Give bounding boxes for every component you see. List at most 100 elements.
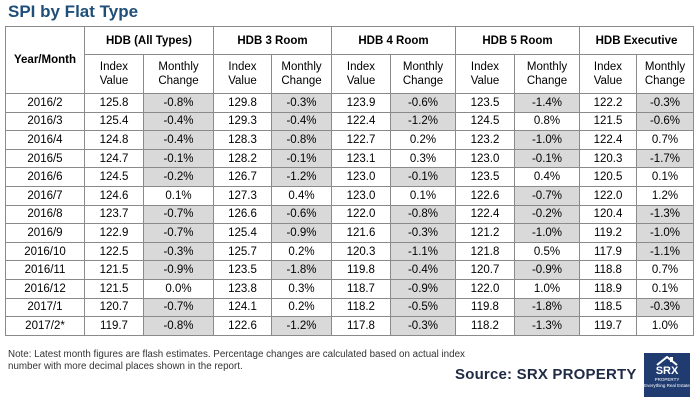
monthly-change-cell: 0.0% [143,278,214,299]
monthly-change-cell: -0.1% [514,148,580,169]
monthly-change-cell: -1.1% [390,241,456,262]
index-value-cell: 123.0 [331,167,391,187]
month-cell: 2016/10 [5,241,85,262]
index-value-cell: 122.2 [579,93,637,113]
monthly-change-cell: -0.3% [636,297,694,318]
monthly-change-cell: -1.2% [271,167,332,187]
index-value-cell: 123.8 [213,278,272,299]
index-value-cell: 123.5 [213,260,272,280]
month-cell: 2016/3 [5,111,85,132]
page-title: SPI by Flat Type [8,2,139,21]
group-header-4room: HDB 4 Room [331,26,456,55]
monthly-change-cell: -0.3% [390,316,456,336]
index-value-cell: 122.0 [579,185,637,206]
monthly-change-cell: -1.2% [390,111,456,132]
index-value-cell: 126.6 [213,204,272,225]
index-value-cell: 129.3 [213,111,272,132]
index-value-cell: 118.9 [579,278,637,299]
index-value-cell: 123.5 [455,93,515,113]
monthly-change-cell: -1.8% [271,260,332,280]
index-value-cell: 127.3 [213,185,272,206]
monthly-change-header: Monthly Change [390,54,456,94]
monthly-change-cell: -1.1% [636,241,694,262]
month-cell: 2016/7 [5,185,85,206]
index-value-cell: 122.5 [84,241,144,262]
monthly-change-cell: -0.2% [514,204,580,225]
monthly-change-cell: 0.8% [514,111,580,132]
monthly-change-cell: 0.3% [390,148,456,169]
index-value-cell: 121.6 [331,223,391,243]
monthly-change-cell: 0.2% [390,130,456,150]
index-value-cell: 123.0 [455,148,515,169]
index-value-header: Index Value [579,54,637,94]
monthly-change-cell: 0.4% [271,185,332,206]
index-value-cell: 123.5 [455,167,515,187]
index-value-cell: 124.6 [84,185,144,206]
monthly-change-cell: -0.1% [390,167,456,187]
monthly-change-cell: 1.0% [514,278,580,299]
index-value-cell: 129.8 [213,93,272,113]
index-value-cell: 121.5 [579,111,637,132]
logo-sub: PROPERTY [654,377,680,382]
index-value-cell: 125.4 [213,223,272,243]
monthly-change-cell: 0.2% [271,297,332,318]
index-value-cell: 122.6 [455,185,515,206]
index-value-cell: 119.2 [579,223,637,243]
index-value-cell: 122.0 [455,278,515,299]
index-value-header: Index Value [331,54,391,94]
index-value-cell: 125.8 [84,93,144,113]
index-value-cell: 118.2 [455,316,515,336]
index-value-cell: 122.7 [331,130,391,150]
monthly-change-cell: -0.4% [143,111,214,132]
month-cell: 2016/4 [5,130,85,150]
monthly-change-cell: 0.2% [271,241,332,262]
monthly-change-cell: 0.4% [514,167,580,187]
month-cell: 2016/11 [5,260,85,280]
monthly-change-header: Monthly Change [271,54,332,94]
monthly-change-cell: -0.4% [143,130,214,150]
table-row: 2017/2* 119.7 -0.8% 122.6 -1.2% 117.8 -0.3% 118… [5,316,694,336]
index-value-cell: 124.5 [455,111,515,132]
table-row: 2016/3 125.4 -0.4% 129.3 -0.4% 122.4 -1.2% 124.… [5,111,694,132]
monthly-change-cell: -0.3% [143,241,214,262]
index-value-cell: 125.4 [84,111,144,132]
monthly-change-header: Monthly Change [143,54,214,94]
table-row: 2016/9 122.9 -0.7% 125.4 -0.9% 121.6 -0.3% 121.… [5,223,694,243]
monthly-change-cell: -0.8% [271,130,332,150]
index-value-cell: 122.0 [331,204,391,225]
index-value-cell: 121.2 [455,223,515,243]
index-value-cell: 124.8 [84,130,144,150]
index-value-cell: 120.4 [579,204,637,225]
monthly-change-cell: -0.8% [390,204,456,225]
monthly-change-cell: -0.9% [143,260,214,280]
index-value-header: Index Value [455,54,515,94]
monthly-change-cell: -0.3% [636,93,694,113]
index-value-cell: 118.7 [331,278,391,299]
group-header-3room: HDB 3 Room [213,26,332,55]
index-value-cell: 119.8 [455,297,515,318]
table-row: 2016/7 124.6 0.1% 127.3 0.4% 123.0 0.1% 122.6 -0… [5,185,694,206]
index-value-cell: 123.0 [331,185,391,206]
month-cell: 2016/5 [5,148,85,169]
monthly-change-cell: -0.4% [390,260,456,280]
monthly-change-cell: -0.7% [143,223,214,243]
monthly-change-cell: -1.0% [514,130,580,150]
srx-logo: SRX PROPERTY Everything Real Estate [644,353,690,397]
month-cell: 2016/12 [5,278,85,299]
index-value-cell: 120.7 [84,297,144,318]
monthly-change-cell: -0.1% [271,148,332,169]
index-value-cell: 121.5 [84,260,144,280]
monthly-change-cell: 0.7% [636,130,694,150]
index-value-cell: 122.4 [331,111,391,132]
table-row: 2016/4 124.8 -0.4% 128.3 -0.8% 122.7 0.2% 123.2… [5,130,694,150]
index-value-cell: 118.5 [579,297,637,318]
monthly-change-cell: -0.5% [390,297,456,318]
monthly-change-cell: -0.2% [143,167,214,187]
group-header-5room: HDB 5 Room [455,26,580,55]
monthly-change-cell: -0.9% [271,223,332,243]
monthly-change-cell: -0.7% [143,204,214,225]
month-cell: 2016/8 [5,204,85,225]
index-value-cell: 121.5 [84,278,144,299]
monthly-change-cell: -1.7% [636,148,694,169]
index-value-cell: 122.6 [213,316,272,336]
